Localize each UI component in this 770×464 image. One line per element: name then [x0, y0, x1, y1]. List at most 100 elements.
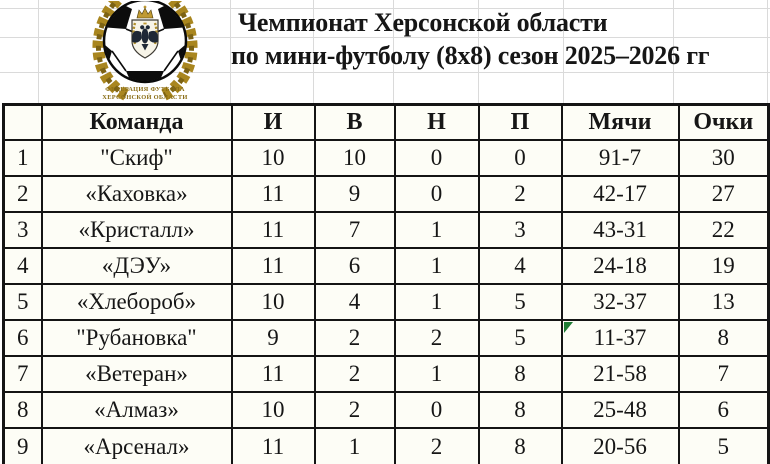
team-cell[interactable]: "Скиф": [40, 138, 233, 177]
table-row: 3 «Кристалл» 11 7 1 3 43-31 22: [2, 210, 770, 249]
drawn-cell[interactable]: 2: [393, 426, 480, 464]
points-cell[interactable]: 30: [677, 138, 770, 177]
won-cell[interactable]: 1: [313, 426, 396, 464]
rank-cell[interactable]: 6: [2, 318, 43, 357]
header-points[interactable]: Очки: [677, 103, 770, 141]
points-cell[interactable]: 7: [677, 354, 770, 393]
lost-cell[interactable]: 8: [477, 354, 563, 393]
points-cell[interactable]: 13: [677, 282, 770, 321]
drawn-cell[interactable]: 1: [393, 282, 480, 321]
goals-cell[interactable]: 42-17: [560, 174, 680, 213]
won-cell[interactable]: 2: [313, 390, 396, 429]
header-rank[interactable]: [2, 103, 43, 141]
team-cell[interactable]: «Арсенал»: [40, 426, 233, 464]
played-cell[interactable]: 9: [230, 318, 316, 357]
table-row: 2 «Каховка» 11 9 0 2 42-17 27: [2, 174, 770, 213]
points-cell[interactable]: 22: [677, 210, 770, 249]
table-header-row: Команда И В Н П Мячи Очки: [2, 103, 770, 141]
won-cell[interactable]: 2: [313, 318, 396, 357]
rank-cell[interactable]: 7: [2, 354, 43, 393]
federation-logo: ФЕДЕРАЦИЯ ФУТБОЛА ХЕРСОНСКОЙ ОБЛАСТИ: [92, 1, 198, 101]
rank-cell[interactable]: 1: [2, 138, 43, 177]
header-team[interactable]: Команда: [40, 103, 233, 141]
won-cell[interactable]: 7: [313, 210, 396, 249]
team-cell[interactable]: «Ветеран»: [40, 354, 233, 393]
played-cell[interactable]: 11: [230, 210, 316, 249]
played-cell[interactable]: 11: [230, 426, 316, 464]
header-lost[interactable]: П: [477, 103, 563, 141]
team-cell[interactable]: «Алмаз»: [40, 390, 233, 429]
lost-cell[interactable]: 5: [477, 318, 563, 357]
drawn-cell[interactable]: 0: [393, 390, 480, 429]
lost-cell[interactable]: 8: [477, 390, 563, 429]
played-cell[interactable]: 11: [230, 354, 316, 393]
table-row: 5 «Хлебороб» 10 4 1 5 32-37 13: [2, 282, 770, 321]
laurel-wreath-icon: [92, 1, 198, 101]
won-cell[interactable]: 9: [313, 174, 396, 213]
drawn-cell[interactable]: 1: [393, 246, 480, 285]
header-played[interactable]: И: [230, 103, 316, 141]
team-cell[interactable]: "Рубановка": [40, 318, 233, 357]
table-row: 9 «Арсенал» 11 1 2 8 20-56 5: [2, 426, 770, 464]
team-cell[interactable]: «Кристалл»: [40, 210, 233, 249]
table-row: 8 «Алмаз» 10 2 0 8 25-48 6: [2, 390, 770, 429]
rank-cell[interactable]: 3: [2, 210, 43, 249]
lost-cell[interactable]: 5: [477, 282, 563, 321]
goals-cell[interactable]: 21-58: [560, 354, 680, 393]
rank-cell[interactable]: 8: [2, 390, 43, 429]
drawn-cell[interactable]: 0: [393, 174, 480, 213]
won-cell[interactable]: 6: [313, 246, 396, 285]
title-line-1: Чемпионат Херсонской области: [238, 8, 608, 37]
cell-error-indicator: [563, 321, 573, 333]
standings-table: Команда И В Н П Мячи Очки 1 "Скиф" 10 10…: [2, 103, 770, 464]
coat-of-arms-icon: [131, 5, 159, 59]
lost-cell[interactable]: 2: [477, 174, 563, 213]
won-cell[interactable]: 10: [313, 138, 396, 177]
won-cell[interactable]: 4: [313, 282, 396, 321]
played-cell[interactable]: 10: [230, 138, 316, 177]
goals-cell[interactable]: 43-31: [560, 210, 680, 249]
drawn-cell[interactable]: 0: [393, 138, 480, 177]
drawn-cell[interactable]: 1: [393, 354, 480, 393]
drawn-cell[interactable]: 2: [393, 318, 480, 357]
header-goals[interactable]: Мячи: [560, 103, 680, 141]
team-cell[interactable]: «ДЭУ»: [40, 246, 233, 285]
drawn-cell[interactable]: 1: [393, 210, 480, 249]
table-row: 1 "Скиф" 10 10 0 0 91-7 30: [2, 138, 770, 177]
played-cell[interactable]: 10: [230, 390, 316, 429]
points-cell[interactable]: 27: [677, 174, 770, 213]
team-cell[interactable]: «Хлебороб»: [40, 282, 233, 321]
lost-cell[interactable]: 3: [477, 210, 563, 249]
rank-cell[interactable]: 5: [2, 282, 43, 321]
goals-cell[interactable]: 25-48: [560, 390, 680, 429]
played-cell[interactable]: 11: [230, 246, 316, 285]
lost-cell[interactable]: 8: [477, 426, 563, 464]
rank-cell[interactable]: 9: [2, 426, 43, 464]
team-cell[interactable]: «Каховка»: [40, 174, 233, 213]
page-title: Чемпионат Херсонской области по мини-фут…: [231, 6, 767, 72]
played-cell[interactable]: 11: [230, 174, 316, 213]
points-cell[interactable]: 8: [677, 318, 770, 357]
played-cell[interactable]: 10: [230, 282, 316, 321]
logo-caption-line-2: ХЕРСОНСКОЙ ОБЛАСТИ: [102, 93, 187, 101]
lost-cell[interactable]: 4: [477, 246, 563, 285]
points-cell[interactable]: 19: [677, 246, 770, 285]
goals-cell[interactable]: 20-56: [560, 426, 680, 464]
rank-cell[interactable]: 4: [2, 246, 43, 285]
rank-cell[interactable]: 2: [2, 174, 43, 213]
goals-cell[interactable]: 91-7: [560, 138, 680, 177]
header-drawn[interactable]: Н: [393, 103, 480, 141]
goals-cell[interactable]: 32-37: [560, 282, 680, 321]
title-line-2: по мини-футболу (8х8) сезон 2025–2026 гг: [231, 41, 710, 70]
goals-value: 11-37: [593, 324, 647, 350]
points-cell[interactable]: 6: [677, 390, 770, 429]
table-row: 6 "Рубановка" 9 2 2 5 11-37 8: [2, 318, 770, 357]
lost-cell[interactable]: 0: [477, 138, 563, 177]
goals-cell[interactable]: 11-37: [560, 318, 680, 357]
won-cell[interactable]: 2: [313, 354, 396, 393]
header-won[interactable]: В: [313, 103, 396, 141]
goals-cell[interactable]: 24-18: [560, 246, 680, 285]
points-cell[interactable]: 5: [677, 426, 770, 464]
